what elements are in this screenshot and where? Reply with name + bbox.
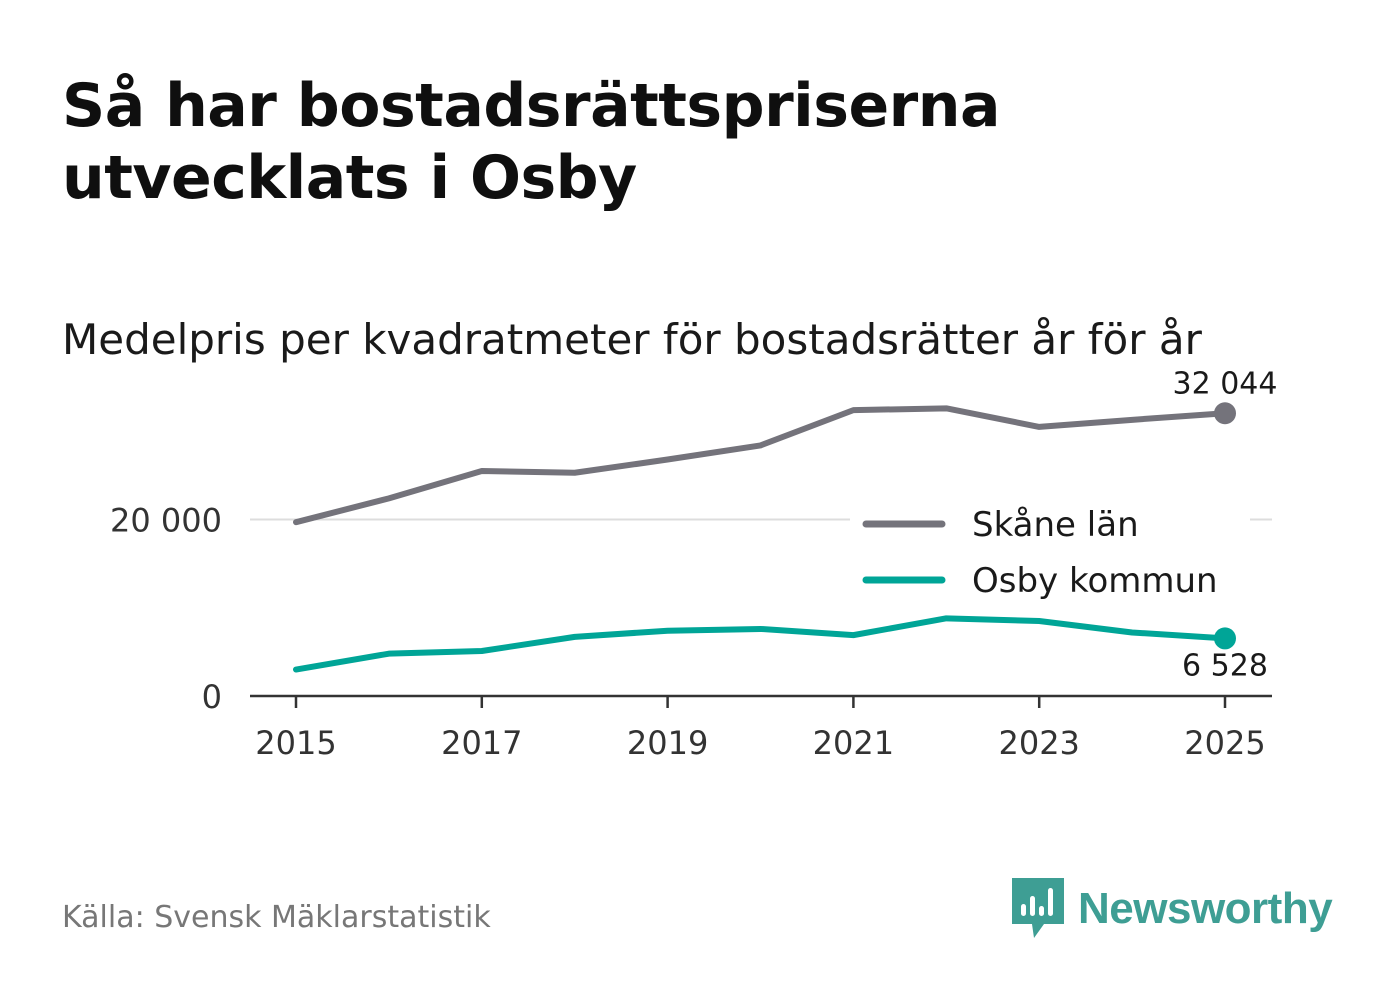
- logo-bar-4: [1048, 888, 1053, 916]
- x-tick-label: 2025: [1184, 724, 1265, 762]
- legend-background: [850, 494, 1250, 614]
- logo-speech-bubble-shape: [1012, 878, 1064, 938]
- logo-bar-1: [1021, 904, 1026, 916]
- series-end-label: 32 044: [1173, 366, 1278, 401]
- series-line-osby-kommun: [293, 615, 1228, 673]
- legend-label: Osby kommun: [972, 561, 1218, 601]
- series-line-skane-lan: [293, 405, 1228, 526]
- chart-title: Så har bostadsrättspriserna utvecklats i…: [62, 71, 1000, 213]
- series-end-point: [1214, 402, 1236, 425]
- newsworthy-logo-icon: [1012, 878, 1064, 938]
- series-end-label: 6 528: [1182, 648, 1268, 683]
- series-layer: [293, 402, 1236, 673]
- x-tick-label: 2015: [255, 724, 336, 762]
- source-note: Källa: Svensk Mäklarstatistik: [62, 900, 491, 935]
- chart-subtitle: Medelpris per kvadratmeter för bostadsrä…: [62, 315, 1202, 364]
- y-tick-label: 0: [202, 678, 222, 716]
- x-tick-label: 2021: [813, 724, 894, 762]
- legend-label: Skåne län: [972, 505, 1139, 545]
- brand-logo: Newsworthy: [1012, 878, 1333, 940]
- x-tick-label: 2023: [998, 724, 1079, 762]
- series-end-point: [1214, 627, 1236, 650]
- brand-name: Newsworthy: [1078, 884, 1333, 933]
- x-tick-label: 2017: [441, 724, 522, 762]
- logo-bar-3: [1039, 906, 1044, 916]
- x-tick-label: 2019: [627, 724, 708, 762]
- logo-bar-2: [1030, 896, 1035, 916]
- y-tick-label: 20 000: [110, 502, 222, 540]
- label-layer: 32 044 6 528: [1173, 366, 1278, 683]
- axis-layer: 0 20 000 2015 2017 2019 2021 2023 2025: [110, 502, 1272, 762]
- legend: Skåne län Osby kommun: [850, 494, 1250, 614]
